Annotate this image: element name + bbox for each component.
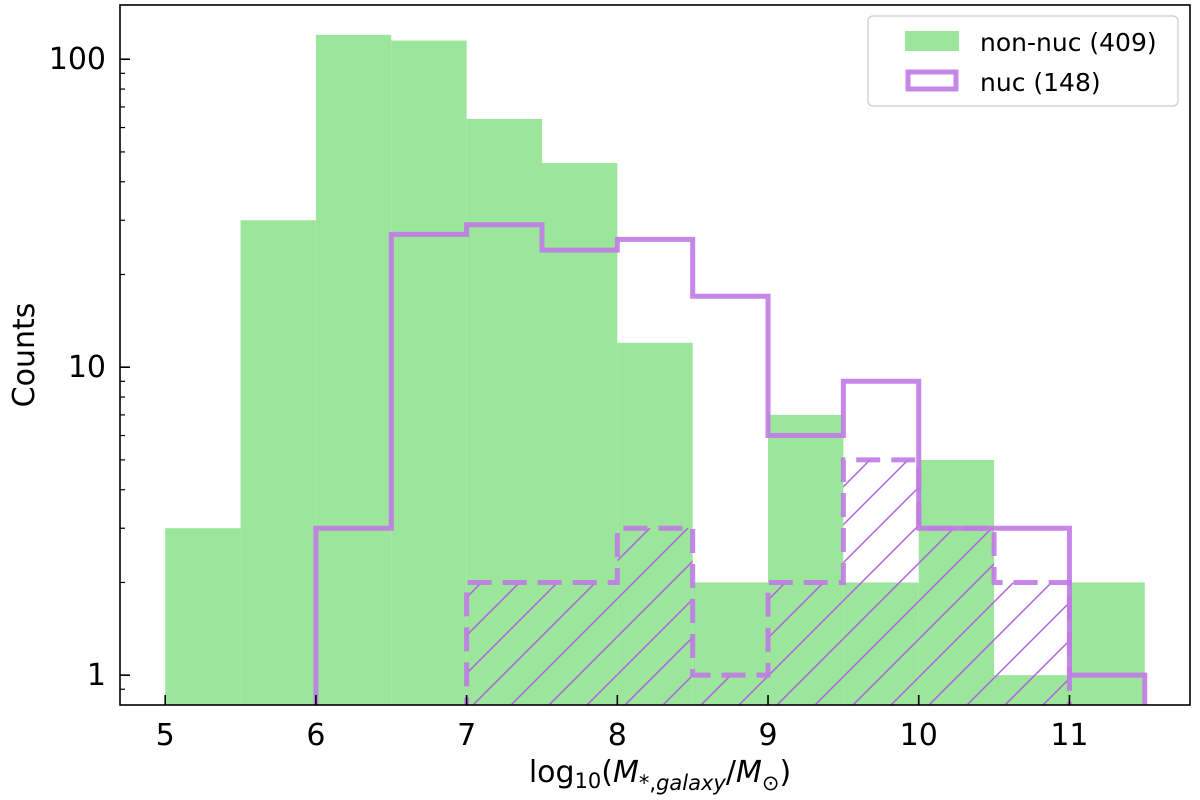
y-axis-ticks: 1 10 100 <box>49 42 130 693</box>
nuc-hatched-bar <box>843 459 919 705</box>
legend-label-nuc: nuc (148) <box>980 68 1101 97</box>
nuc-step-outline <box>313 222 1148 705</box>
nuc-hatched-bar <box>617 528 693 705</box>
nuc-hatched-bar <box>692 675 769 705</box>
x-tick-label: 7 <box>457 718 476 753</box>
nuc-step-line <box>313 222 1148 705</box>
legend-swatch-nuc <box>905 69 959 92</box>
y-tick-label: 1 <box>87 658 106 693</box>
legend-swatch-non-nuc <box>905 31 959 51</box>
nuc-hatched-subset <box>464 457 1072 705</box>
plot-area <box>165 34 1148 705</box>
x-tick-label: 8 <box>608 718 627 753</box>
y-tick-label: 100 <box>49 42 106 77</box>
x-tick-label: 9 <box>758 718 777 753</box>
non-nuc-bar <box>692 582 769 705</box>
y-axis-label: Counts <box>7 303 42 408</box>
nuc-hatched-step-line <box>464 457 1072 705</box>
nuc-hatched-bar <box>768 582 844 705</box>
legend-label-non-nuc: non-nuc (409) <box>980 28 1157 57</box>
x-tick-label: 6 <box>306 718 325 753</box>
nuc-hatched-bar <box>541 582 618 705</box>
x-axis-ticks: 5 6 7 8 9 10 11 <box>156 695 1089 753</box>
x-axis-label: log10(M*,galaxy/M⊙) <box>529 755 791 795</box>
y-tick-label: 10 <box>68 350 106 385</box>
nuc-hatched-bar <box>466 582 542 705</box>
nuc-hatched-bar <box>994 582 1070 705</box>
x-tick-label: 10 <box>900 718 938 753</box>
plot-frame <box>119 4 1191 706</box>
non-nuc-bar <box>165 528 241 705</box>
non-nuc-bar <box>391 40 467 705</box>
non-nuc-bar <box>1069 582 1145 705</box>
x-tick-label: 5 <box>156 718 175 753</box>
non-nuc-bar <box>240 220 316 705</box>
x-tick-label: 11 <box>1050 718 1088 753</box>
non-nuc-bar <box>315 34 392 705</box>
nuc-hatched-bar <box>918 528 995 705</box>
x-axis-label-text: log10(M*,galaxy/M⊙) <box>529 755 791 795</box>
legend: non-nuc (409) nuc (148) <box>867 15 1179 107</box>
